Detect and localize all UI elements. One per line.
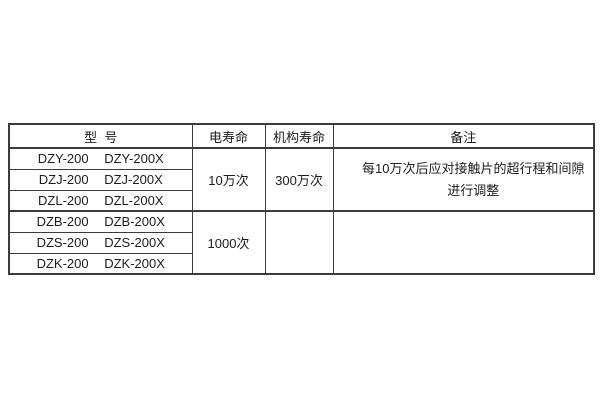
electrical-life-cell: 1000次 — [191, 210, 266, 275]
model-code: DZK-200 — [36, 255, 89, 271]
table-row: DZJ-200 DZJ-200X — [8, 168, 594, 191]
model-code-x: DZJ-200X — [104, 172, 163, 187]
model-code-x: DZL-200X — [104, 192, 164, 208]
model-cell: DZK-200 DZK-200X — [8, 252, 193, 275]
model-code-x: DZK-200X — [104, 255, 165, 271]
header-row: 型 号 电寿命 机构寿命 备注 — [8, 123, 595, 149]
remarks-cell — [332, 210, 595, 275]
model-code: DZY-200 — [37, 151, 89, 167]
model-cell: DZL-200 DZL-200X — [8, 189, 193, 212]
model-code: DZL-200 — [38, 192, 89, 208]
model-cell: DZJ-200 DZJ-200X — [8, 168, 193, 191]
remarks-text: 每10万次后应对接触片的超行程和间隙 进行调整 — [334, 160, 593, 199]
model-code: DZJ-200 — [38, 172, 89, 187]
spec-table: 型 号 电寿命 机构寿命 备注 DZY-200 DZY-200X 10万次 30… — [8, 123, 595, 275]
model-code-x: DZY-200X — [104, 151, 164, 167]
model-cell: DZB-200 DZB-200X — [8, 210, 193, 233]
model-code: DZB-200 — [36, 214, 89, 230]
mechanical-life-cell: 300万次 — [264, 147, 334, 212]
model-code-x: DZS-200X — [104, 235, 165, 250]
remarks-text — [334, 240, 593, 246]
header-model: 型 号 — [8, 123, 193, 149]
table-row: DZL-200 DZL-200X — [8, 189, 594, 212]
header-electrical-life: 电寿命 — [191, 123, 266, 149]
model-code-x: DZB-200X — [104, 214, 165, 230]
table-row: DZY-200 DZY-200X 10万次 300万次 每10万次后应对接触片的… — [8, 147, 595, 212]
remark-line: 每10万次后应对接触片的超行程和间隙 — [362, 160, 585, 176]
table-row: DZB-200 DZB-200X 1000次 — [8, 210, 595, 275]
table-row: DZK-200 DZK-200X — [8, 252, 594, 275]
model-code: DZS-200 — [36, 235, 89, 250]
electrical-life-cell: 10万次 — [191, 147, 266, 212]
remark-line: 进行调整 — [447, 182, 500, 198]
model-cell: DZY-200 DZY-200X — [8, 147, 193, 170]
remarks-cell: 每10万次后应对接触片的超行程和间隙 进行调整 — [332, 147, 595, 212]
header-remarks: 备注 — [332, 123, 595, 149]
model-cell: DZS-200 DZS-200X — [8, 231, 193, 254]
header-mechanical-life: 机构寿命 — [264, 123, 334, 149]
mechanical-life-cell — [264, 210, 334, 275]
